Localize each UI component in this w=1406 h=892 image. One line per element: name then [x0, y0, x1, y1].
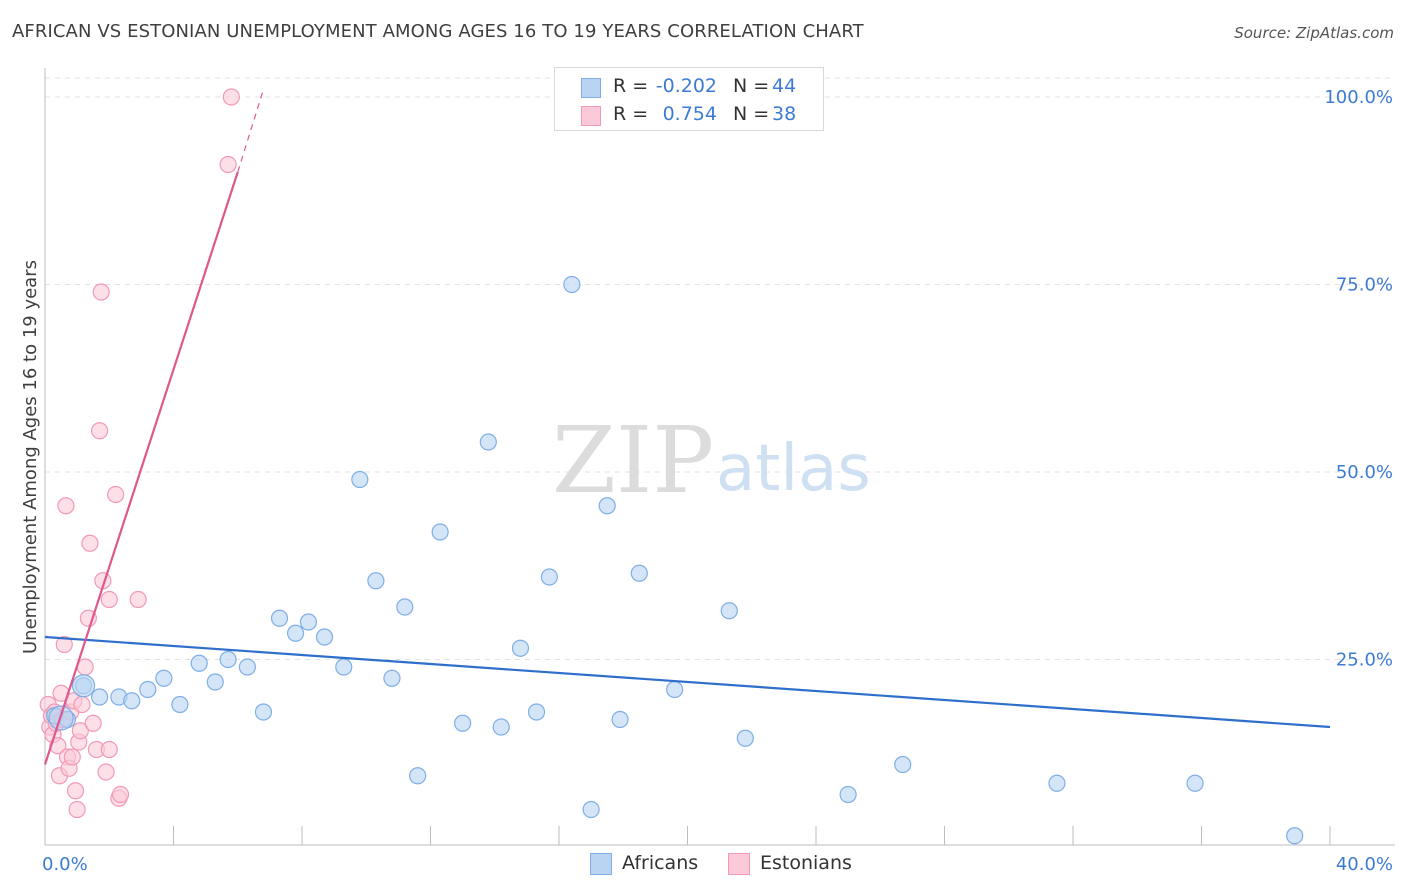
point-estonians: [129, 590, 147, 609]
bottom-legend-label-estonians: Estonians: [760, 852, 852, 874]
x-tick-label: 0.0%: [42, 854, 88, 875]
point-estonians: [66, 782, 85, 800]
watermark-atlas: atlas: [716, 432, 871, 506]
point-africans: [206, 673, 224, 691]
legend-row-africans: R = -0.202 N = 44: [555, 72, 823, 100]
point-estonians: [71, 722, 89, 740]
point-africans: [1286, 827, 1304, 845]
point-africans: [839, 785, 857, 804]
point-africans: [286, 624, 305, 642]
point-africans: [351, 470, 369, 489]
bottom-legend-label-africans: Africans: [622, 852, 699, 874]
legend-n-value: 44: [772, 75, 797, 97]
point-estonians: [73, 695, 91, 714]
point-africans: [190, 654, 208, 672]
point-estonians: [84, 714, 102, 732]
point-africans: [91, 688, 109, 706]
trend-lines: [43, 89, 1331, 765]
tick-labels: 25.0% 50.0% 75.0% 100.0% 0.0% 40.0%: [42, 87, 1393, 875]
source-label: Source: ZipAtlas.com: [1234, 24, 1394, 42]
point-africans: [238, 658, 256, 676]
point-africans: [409, 767, 427, 785]
correlation-legend: R = -0.202 N = 44 R = 0.754 N = 38: [554, 67, 824, 131]
point-africans: [666, 680, 684, 699]
y-tick-label: 50.0%: [1336, 462, 1393, 483]
point-estonians: [97, 763, 115, 781]
point-africans: [894, 755, 912, 774]
legend-swatch-estonians: [581, 106, 601, 126]
point-africans: [1048, 774, 1066, 792]
bottom-legend-swatch-africans: [590, 853, 612, 875]
point-africans: [139, 680, 157, 699]
legend-n-label: N =: [733, 103, 770, 125]
point-africans: [270, 609, 289, 627]
grid-lines: [45, 77, 1395, 660]
point-estonians: [63, 748, 81, 766]
legend-r-value: 0.754: [662, 103, 717, 125]
point-africans: [598, 497, 616, 515]
point-africans: [492, 718, 510, 736]
point-africans: [582, 800, 600, 819]
x-tick-label: 40.0%: [1336, 854, 1393, 875]
point-africans: [540, 568, 558, 586]
watermark-zip: ZIP: [552, 407, 714, 514]
point-africans: [611, 710, 629, 729]
bottom-legend-swatch-estonians: [728, 853, 750, 875]
point-estonians: [222, 88, 240, 106]
point-africans: [335, 658, 353, 676]
y-tick-label: 100.0%: [1324, 87, 1393, 108]
point-africans-cluster: [71, 674, 96, 698]
legend-row-estonians: R = 0.754 N = 38: [555, 100, 823, 128]
point-estonians: [92, 283, 110, 301]
point-estonians: [111, 785, 130, 804]
trend-line-dashed-estonians: [237, 89, 265, 173]
point-africans: [1186, 774, 1204, 792]
point-africans: [511, 639, 530, 657]
point-estonians: [57, 497, 75, 515]
point-africans: [299, 613, 318, 631]
legend-n-value: 38: [772, 103, 797, 125]
point-estonians: [107, 485, 125, 504]
point-africans: [315, 628, 334, 646]
point-africans: [254, 703, 273, 721]
y-tick-label: 25.0%: [1336, 650, 1393, 671]
point-africans: [367, 572, 385, 590]
point-africans: [527, 703, 546, 721]
point-africans: [396, 598, 414, 616]
point-africans: [171, 695, 189, 714]
y-axis-label: Unemployment Among Ages 16 to 19 years: [20, 260, 41, 654]
point-africans: [630, 564, 648, 582]
point-estonians: [219, 155, 237, 174]
point-africans: [736, 729, 754, 747]
point-africans: [720, 602, 738, 620]
point-africans: [219, 650, 237, 669]
trend-line-africans: [44, 635, 1331, 729]
point-africans: [563, 275, 581, 294]
trend-line-estonians: [43, 171, 239, 765]
bottom-legend-africans: Africans: [590, 852, 720, 876]
point-estonians: [55, 635, 73, 654]
watermark: ZIP atlas: [552, 407, 871, 514]
y-tick-label: 75.0%: [1336, 275, 1393, 296]
legend-r-label: R =: [613, 103, 649, 125]
point-africans: [431, 523, 449, 541]
point-estonians: [100, 740, 118, 759]
legend-r-value: -0.202: [655, 75, 717, 97]
point-estonians: [100, 590, 118, 609]
point-africans: [383, 669, 401, 687]
point-africans: [155, 669, 173, 687]
point-estonians: [91, 422, 109, 440]
bottom-legend-estonians: Estonians: [728, 852, 868, 876]
point-estonians: [49, 737, 67, 755]
point-africans: [454, 714, 472, 732]
point-estonians: [81, 534, 99, 552]
legend-n-label: N =: [733, 75, 770, 97]
point-africans: [123, 692, 141, 710]
legend-swatch-africans: [581, 78, 601, 98]
chart-title: AFRICAN VS ESTONIAN UNEMPLOYMENT AMONG A…: [12, 21, 864, 42]
point-africans: [479, 433, 497, 451]
legend-r-label: R =: [613, 75, 649, 97]
point-estonians: [68, 800, 86, 819]
